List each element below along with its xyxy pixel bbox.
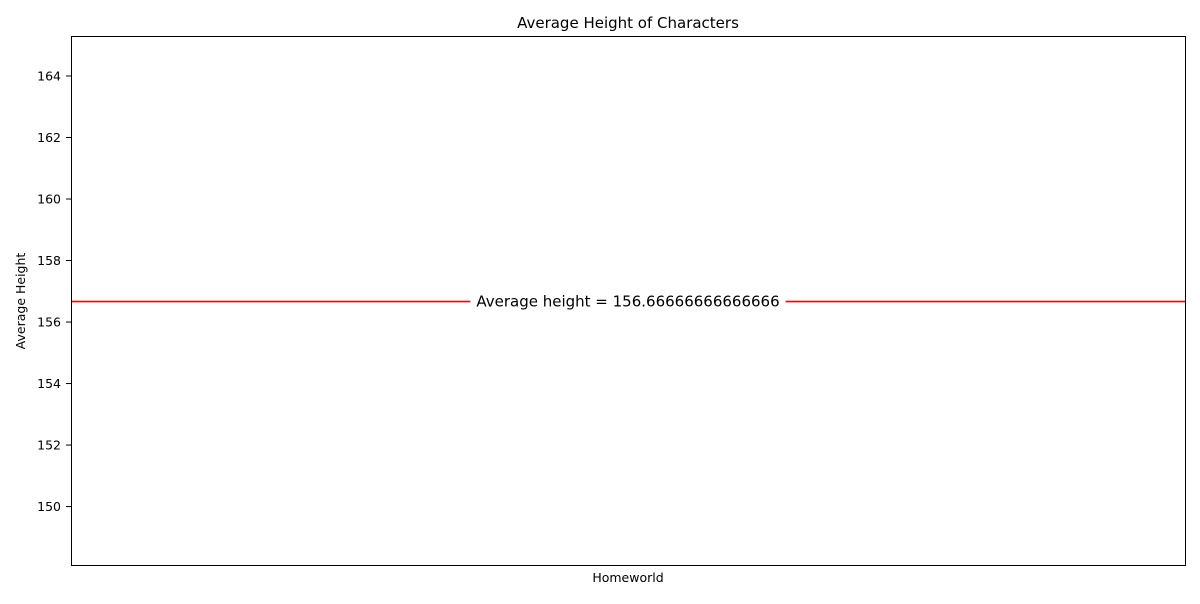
y-tick-label: 164	[37, 68, 61, 83]
y-tick-label: 160	[37, 192, 61, 207]
y-tick-label: 156	[37, 315, 61, 330]
y-tick-label: 152	[37, 438, 61, 453]
y-axis-ticks: 150 152 154 156 158 160 162 164	[37, 68, 71, 514]
y-tick-label: 150	[37, 499, 61, 514]
y-tick-label: 154	[37, 376, 61, 391]
x-axis-label: Homeworld	[592, 570, 663, 585]
y-tick-label: 158	[37, 253, 61, 268]
average-height-label-background	[470, 299, 786, 304]
average-height-label: Average height = 156.66666666666666	[476, 293, 779, 311]
plot-area	[71, 36, 1186, 566]
y-axis-label: Average Height	[13, 253, 28, 350]
chart-title: Average Height of Characters	[517, 14, 739, 32]
y-tick-label: 162	[37, 130, 61, 145]
